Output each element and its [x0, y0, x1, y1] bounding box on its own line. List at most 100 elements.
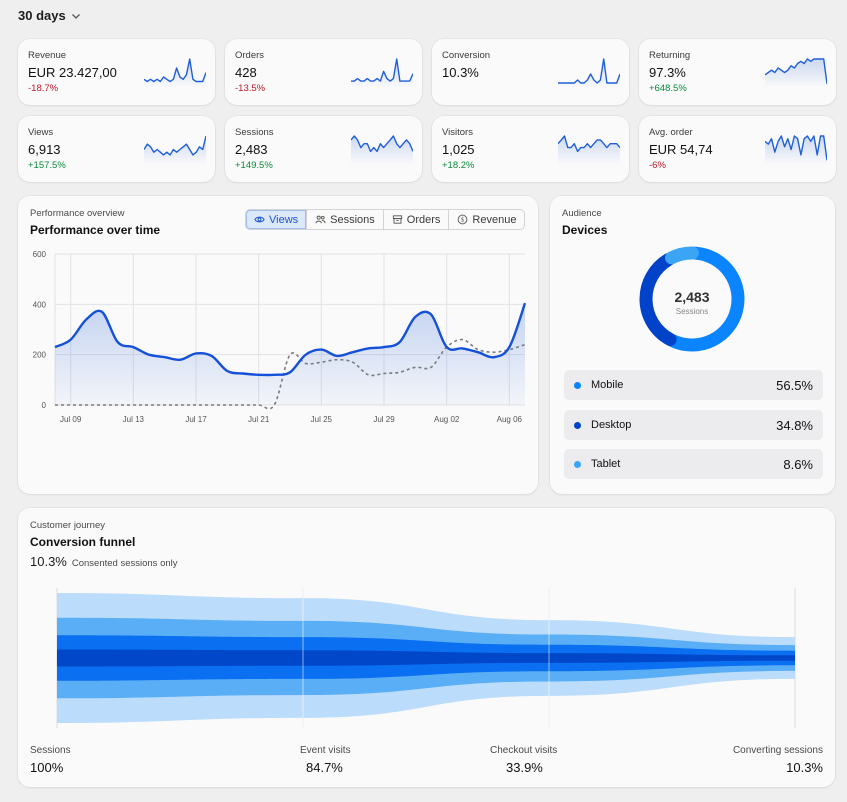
kpi-delta: -13.5% [235, 83, 266, 94]
funnel-stage-value: 33.9% [506, 760, 543, 775]
device-row-tablet[interactable]: Tablet 8.6% [564, 449, 823, 479]
date-range-label: 30 days [18, 8, 66, 23]
y-tick-label: 600 [33, 250, 47, 259]
funnel-stage-event-visits: Event visits 84.7% [300, 745, 351, 775]
funnel-stage-checkout-visits: Checkout visits 33.9% [490, 745, 557, 775]
donut-slice-desktop[interactable] [639, 252, 677, 347]
funnel-card: Customer journey Conversion funnel 10.3%… [18, 508, 835, 787]
views-series-line [54, 302, 527, 377]
performance-card: Performance overview Performance over ti… [18, 196, 538, 494]
funnel-stage-label: Converting sessions [732, 745, 823, 756]
kpi-sparkline [144, 58, 206, 88]
funnel-stage-label: Event visits [300, 745, 351, 756]
tab-revenue[interactable]: $ Revenue [449, 210, 524, 229]
kpi-card-avg-order[interactable]: Avg. order EUR 54,74 -6% [639, 116, 836, 182]
funnel-stage-value: 10.3% [786, 760, 823, 775]
devices-donut-chart: 2,483 Sessions [639, 246, 745, 352]
tab-views[interactable]: Views [246, 210, 308, 229]
funnel-band [57, 649, 795, 667]
x-tick-label: Jul 13 [123, 415, 145, 424]
kpi-value: 428 [235, 65, 257, 80]
tab-sessions[interactable]: Sessions [307, 210, 384, 229]
device-name: Mobile [591, 379, 624, 391]
y-tick-label: 0 [42, 401, 47, 410]
donut-total: 2,483 [674, 289, 709, 305]
kpi-label: Visitors [442, 127, 473, 138]
devices-card: Audience Devices 2,483 Sessions Mobile 56.… [550, 196, 835, 494]
kpi-delta: +18.2% [442, 160, 475, 171]
kpi-value: 97.3% [649, 65, 686, 80]
performance-eyebrow: Performance overview [30, 208, 125, 219]
kpi-sparkline [558, 58, 620, 88]
legend-dot [574, 460, 581, 468]
kpi-value: 1,025 [442, 142, 475, 157]
kpi-card-returning[interactable]: Returning 97.3% +648.5% [639, 39, 836, 105]
metric-tabs: Views Sessions Orders $ Revenue [245, 209, 526, 230]
device-row-mobile[interactable]: Mobile 56.5% [564, 370, 823, 400]
funnel-note: Consented sessions only [71, 558, 178, 569]
eye-icon [254, 216, 265, 223]
users-icon [315, 215, 326, 224]
device-name: Desktop [591, 419, 632, 431]
date-range-dropdown[interactable]: 30 days [18, 8, 82, 23]
devices-eyebrow: Audience [562, 208, 602, 219]
donut-total-label: Sessions [676, 307, 708, 316]
funnel-rate: 10.3% [30, 554, 67, 569]
funnel-stage-value: 84.7% [306, 760, 343, 775]
devices-title: Devices [562, 223, 608, 237]
kpi-value: 6,913 [28, 142, 61, 157]
kpi-delta: -6% [649, 160, 666, 171]
kpi-delta: +149.5% [235, 160, 273, 171]
kpi-sparkline [765, 135, 827, 165]
kpi-delta: -18.7% [28, 83, 59, 94]
kpi-sparkline [351, 58, 413, 88]
kpi-label: Orders [235, 50, 265, 61]
legend-dot [574, 421, 581, 429]
kpi-value: EUR 23.427,00 [28, 65, 117, 80]
x-tick-label: Jul 29 [373, 415, 395, 424]
kpi-value: EUR 54,74 [649, 142, 713, 157]
series-area [55, 303, 525, 405]
kpi-card-sessions[interactable]: Sessions 2,483 +149.5% [225, 116, 422, 182]
tab-revenue-label: Revenue [472, 213, 517, 226]
funnel-stage-label: Sessions [30, 745, 71, 756]
funnel-stage-converting-sessions: Converting sessions 10.3% [733, 745, 823, 775]
tab-orders[interactable]: Orders [384, 210, 450, 229]
tab-views-label: Views [269, 213, 299, 226]
funnel-title: Conversion funnel [30, 535, 136, 549]
tab-orders-label: Orders [406, 213, 441, 226]
kpi-value: 2,483 [235, 142, 268, 157]
performance-chart: 0 200 400 600 Jul 09 Jul 13 Jul 17 Jul 21 Jul 25… [33, 250, 527, 424]
funnel-stage-sessions: Sessions 100% [30, 745, 71, 775]
y-tick-label: 200 [33, 351, 47, 360]
x-tick-label: Jul 25 [311, 415, 333, 424]
donut-slice-mobile[interactable] [666, 246, 745, 352]
kpi-sparkline [558, 135, 620, 165]
kpi-label: Returning [649, 50, 691, 61]
chevron-down-icon [71, 13, 80, 19]
kpi-label: Sessions [235, 127, 274, 138]
donut-slice-tablet[interactable] [665, 246, 699, 265]
y-tick-label: 400 [33, 300, 47, 309]
kpi-sparkline [351, 135, 413, 165]
x-tick-label: Aug 02 [434, 415, 460, 424]
device-name: Tablet [591, 458, 621, 470]
kpi-label: Conversion [442, 50, 491, 61]
x-tick-label: Aug 06 [497, 415, 523, 424]
legend-dot [574, 381, 581, 389]
kpi-value: 10.3% [442, 65, 479, 80]
kpi-card-visitors[interactable]: Visitors 1,025 +18.2% [432, 116, 629, 182]
kpi-card-orders[interactable]: Orders 428 -13.5% [225, 39, 422, 105]
kpi-sparkline [765, 58, 827, 88]
kpi-label: Avg. order [649, 127, 693, 138]
kpi-sparkline [144, 135, 206, 165]
kpi-card-revenue[interactable]: Revenue EUR 23.427,00 -18.7% [18, 39, 215, 105]
box-icon [392, 215, 402, 224]
performance-title: Performance over time [30, 223, 161, 237]
device-row-desktop[interactable]: Desktop 34.8% [564, 410, 823, 440]
kpi-label: Revenue [28, 50, 67, 61]
device-pct: 56.5% [776, 377, 813, 393]
kpi-card-views[interactable]: Views 6,913 +157.5% [18, 116, 215, 182]
kpi-card-conversion[interactable]: Conversion 10.3% [432, 39, 629, 105]
funnel-stage-label: Checkout visits [490, 745, 558, 756]
